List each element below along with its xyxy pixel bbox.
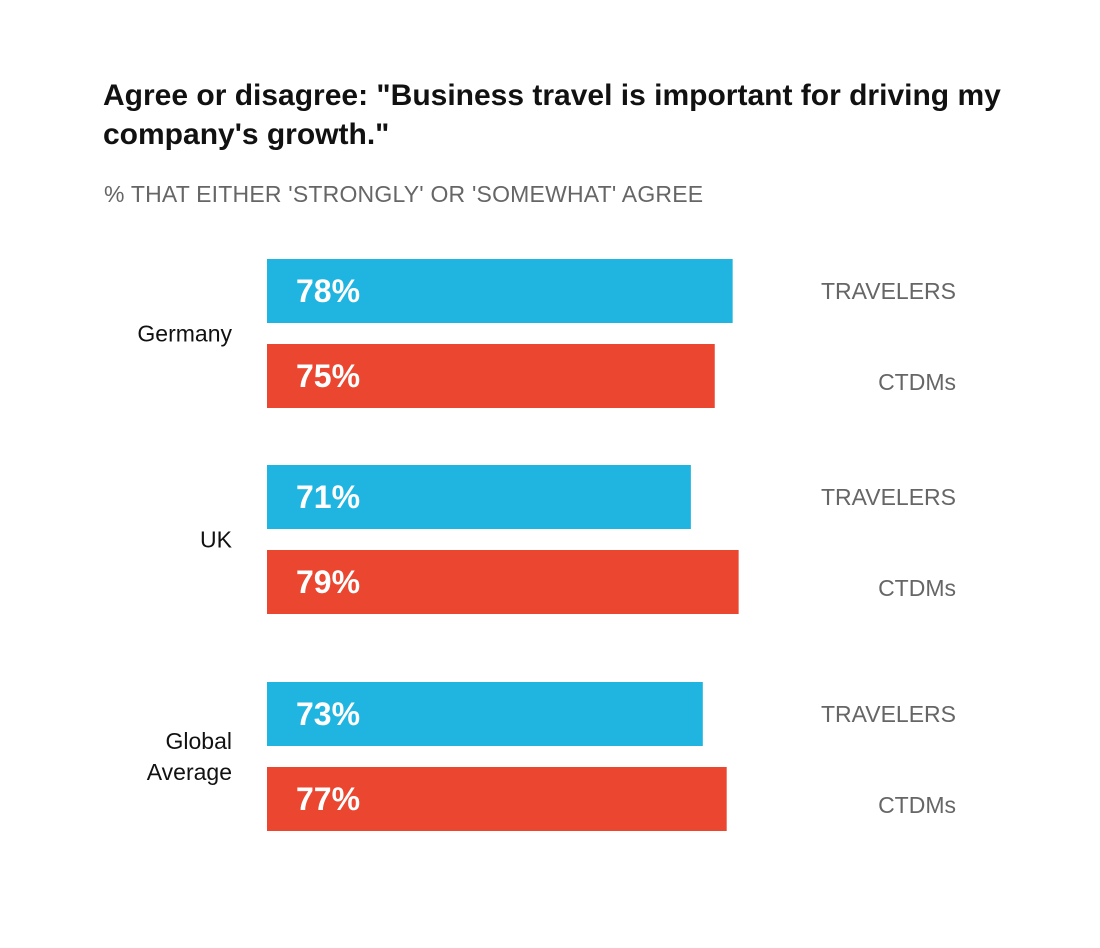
bar <box>267 682 703 746</box>
series-label: CTDMs <box>878 792 956 818</box>
category-label: Global <box>166 728 232 754</box>
bar-value-label: 71% <box>296 479 360 515</box>
bar-value-label: 78% <box>296 273 360 309</box>
series-label: CTDMs <box>878 369 956 395</box>
series-label: TRAVELERS <box>821 701 956 727</box>
bar <box>267 465 691 529</box>
category-label: UK <box>200 527 233 553</box>
bar-value-label: 77% <box>296 781 360 817</box>
series-label: CTDMs <box>878 575 956 601</box>
series-label: TRAVELERS <box>821 278 956 304</box>
category-label: Average <box>147 759 232 785</box>
chart-title: Agree or disagree: "Business travel is i… <box>103 79 1001 151</box>
bar-value-label: 75% <box>296 358 360 394</box>
chart-subtitle: % THAT EITHER 'STRONGLY' OR 'SOMEWHAT' A… <box>104 181 704 207</box>
series-label: TRAVELERS <box>821 484 956 510</box>
bar <box>267 259 733 323</box>
bar-value-label: 79% <box>296 564 360 600</box>
bar <box>267 344 715 408</box>
bar-value-label: 73% <box>296 696 360 732</box>
bar <box>267 767 727 831</box>
bar <box>267 550 739 614</box>
category-label: Germany <box>137 321 232 347</box>
